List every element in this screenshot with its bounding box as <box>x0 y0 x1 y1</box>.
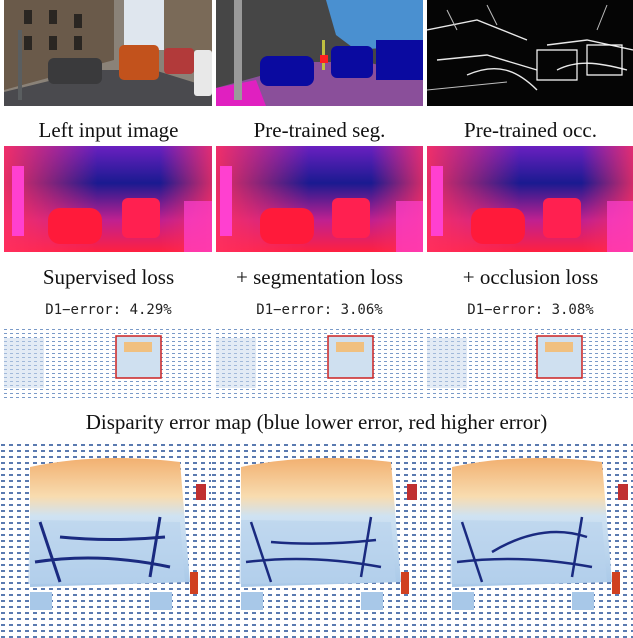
d1-error-label: D1−error: <box>45 302 122 318</box>
zoomed-error-map-occlusion <box>422 442 633 638</box>
caption-occlusion-loss: + occlusion loss <box>462 265 599 289</box>
error-map-supervised <box>4 328 212 398</box>
d1-error-occlusion: D1−error: 3.08% <box>425 301 633 319</box>
left-input-image <box>4 0 212 106</box>
error-map-occlusion <box>427 328 633 398</box>
d1-error-value: 3.06% <box>340 302 383 318</box>
pretrained-segmentation-image <box>216 0 423 106</box>
zoomed-error-map-segmentation <box>211 442 422 638</box>
pretrained-occlusion-image <box>427 0 633 106</box>
d1-error-segmentation: D1−error: 3.06% <box>214 301 425 319</box>
zoomed-error-map-supervised <box>0 442 211 638</box>
disparity-map-segmentation-loss <box>216 146 423 252</box>
d1-error-value: 3.08% <box>551 302 594 318</box>
disparity-map-occlusion-loss <box>427 146 633 252</box>
disparity-map-supervised <box>4 146 212 252</box>
caption-left-input: Left input image <box>38 118 179 142</box>
caption-pretrained-occ: Pre-trained occ. <box>464 118 597 142</box>
d1-error-supervised: D1−error: 4.29% <box>3 301 214 319</box>
error-map-caption: Disparity error map (blue lower error, r… <box>85 410 548 434</box>
d1-error-label: D1−error: <box>256 302 333 318</box>
d1-error-value: 4.29% <box>129 302 172 318</box>
caption-segmentation-loss: + segmentation loss <box>236 265 403 289</box>
caption-supervised-loss: Supervised loss <box>42 265 175 289</box>
d1-error-label: D1−error: <box>467 302 544 318</box>
error-map-segmentation <box>216 328 423 398</box>
caption-pretrained-seg: Pre-trained seg. <box>253 118 386 142</box>
